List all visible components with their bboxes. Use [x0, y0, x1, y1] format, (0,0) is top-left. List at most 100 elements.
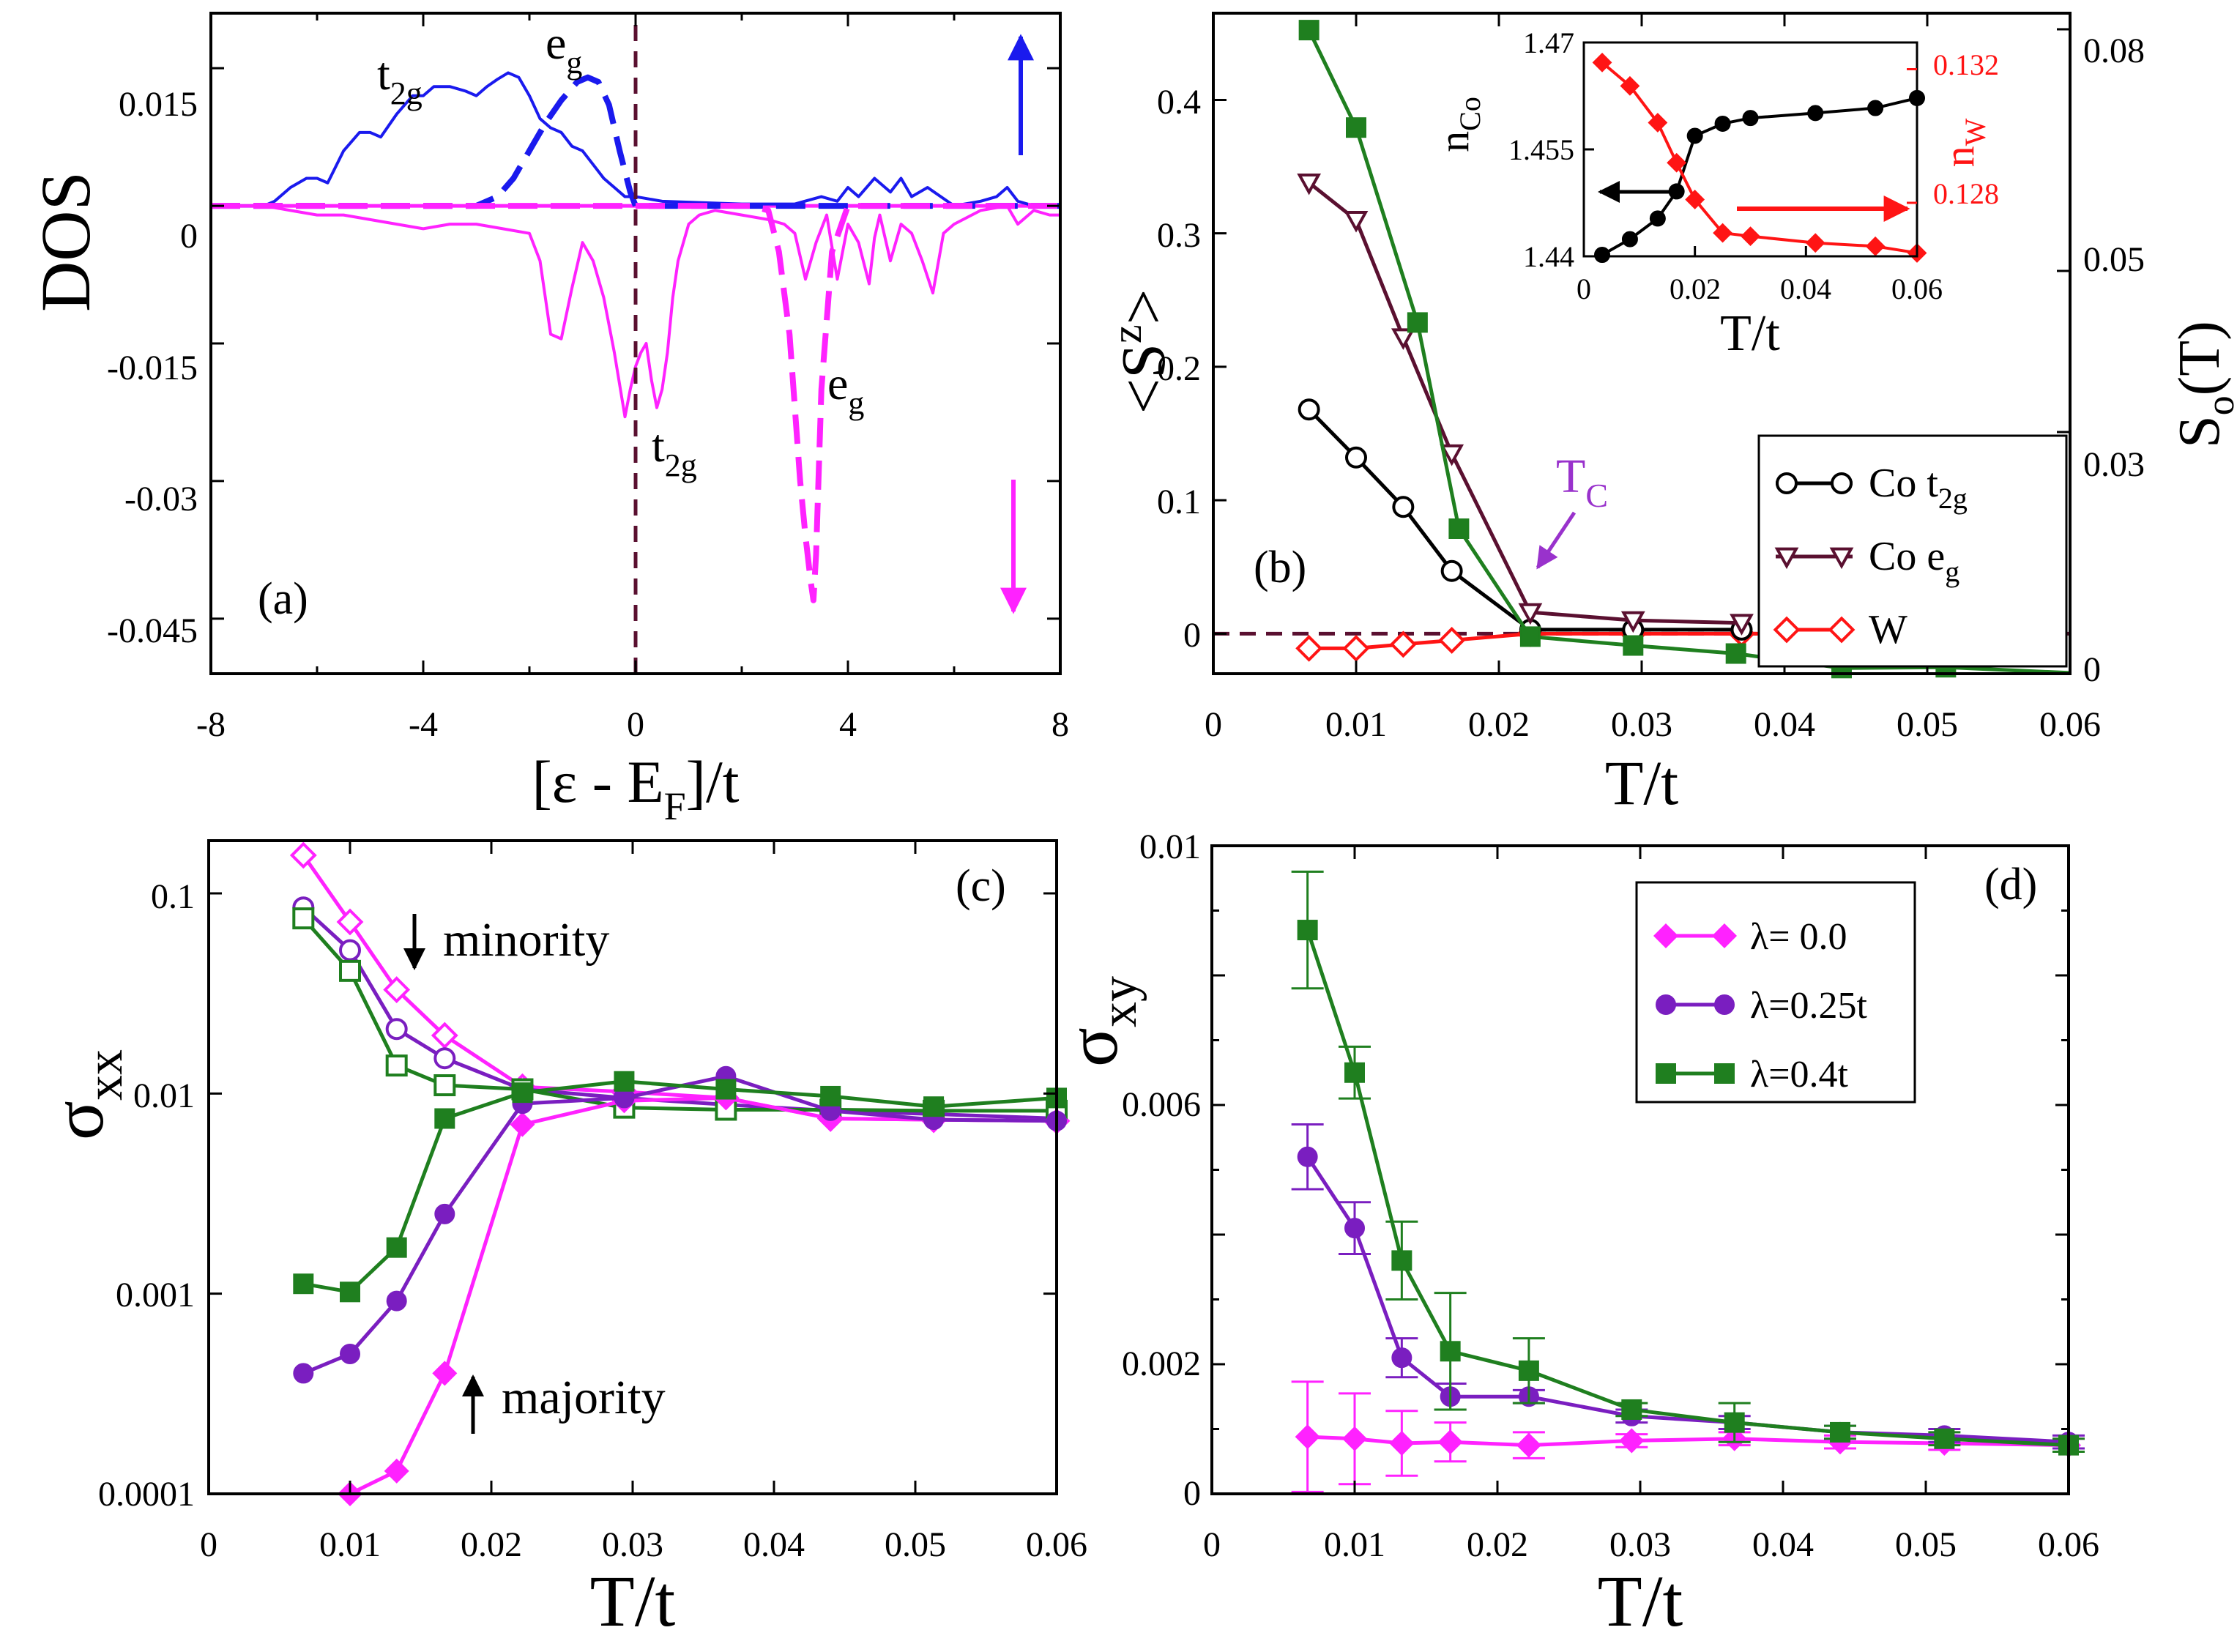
panel-a-xtick-1: -4	[409, 705, 438, 744]
panel-b-inset: 0 0.02 0.04 0.06 1.47 1.455 1.44 0.132 0…	[1430, 26, 1999, 362]
panel-b-inset-ytick-0: 1.47	[1523, 26, 1574, 59]
panel-d-label: (d)	[1984, 860, 2037, 909]
panel-d-xtick-5: 0.05	[1895, 1525, 1957, 1564]
panel-b-inset-xtick-1: 0.02	[1670, 272, 1721, 305]
panel-d-legend-marker-b-1	[1714, 994, 1735, 1015]
panel-b-ytick-0: 0	[1183, 616, 1201, 655]
panel-d-point-2-8	[1934, 1428, 1955, 1449]
panel-d-point-1-2	[1391, 1347, 1412, 1369]
panel-d-point-0-1	[1341, 1426, 1368, 1451]
panel-b-inset-point-1-1	[1620, 75, 1640, 96]
panel-d-legend-box	[1635, 881, 1916, 1104]
panel-b-point-1-5	[1620, 611, 1645, 633]
panel-b-xtick-4: 0.04	[1754, 705, 1815, 744]
panel-d-xtick-6: 0.06	[2038, 1525, 2099, 1564]
panel-b-inset-point-0-1	[1621, 231, 1638, 248]
panel-c-point-3-1	[384, 1458, 409, 1484]
panel-b-point-1-6	[1730, 614, 1754, 636]
panel-b-ytick-right-0: 0.08	[2083, 31, 2145, 70]
panel-b-inset-xtick-3: 0.06	[1891, 272, 1943, 305]
panel-a-dos: -8 -4 0 4 8 0.015 0 -0.015 -0.03 -0.045 …	[26, 12, 1069, 828]
panel-a-ytick-1: 0	[180, 217, 198, 256]
panel-d-sigma-xy: 0 0.01 0.02 0.03 0.04 0.05 0.06 0.01 0.0…	[1051, 827, 2099, 1642]
panel-d-point-2-4	[1518, 1360, 1539, 1381]
panel-a-ylabel: DOS	[26, 171, 105, 312]
panel-c-point-1-3	[433, 1047, 456, 1070]
panel-a-xlabel: [ε - EF]/t	[532, 748, 739, 828]
panel-d-point-0-2	[1389, 1430, 1415, 1456]
panel-b-point-1-4	[1518, 603, 1543, 625]
panel-b-legend-marker-b-1	[1829, 547, 1854, 570]
panel-b-legend-marker-a-1	[1774, 547, 1799, 570]
panel-d-ytick-1: 0.006	[1122, 1085, 1201, 1124]
panel-a-series-3	[211, 203, 1060, 603]
panel-d-point-1-0	[1297, 1146, 1318, 1167]
panel-d-xtick-3: 0.03	[1609, 1525, 1671, 1564]
panel-b-plot-area	[1213, 20, 2071, 679]
panel-b-legend-co-eg: Co eg	[1869, 534, 1959, 588]
panel-c-ytick-3: 0.0001	[98, 1475, 195, 1514]
panel-b-inset-point-1-2	[1648, 113, 1668, 133]
panel-c-point-2-0	[292, 907, 315, 930]
panel-a-xtick-4: 8	[1051, 705, 1069, 744]
panel-c-point-3-2	[432, 1361, 458, 1386]
panel-b-ylabel-right: So(T)	[2167, 321, 2237, 448]
panel-b-legend-marker-b-0	[1831, 472, 1853, 494]
panel-b-point-3-2	[1407, 312, 1428, 333]
panel-d-legend-lambda-04: λ=0.4t	[1750, 1054, 1849, 1095]
panel-a-eg-down: eg	[827, 357, 864, 421]
panel-b-inset-xtick-2: 0.04	[1780, 272, 1831, 305]
panel-b-tc-label: TC	[1556, 450, 1608, 514]
panel-d-point-0-3	[1437, 1429, 1463, 1455]
panel-c-point-4-1	[340, 1343, 360, 1364]
panel-c-ytick-2: 0.001	[116, 1276, 195, 1314]
panel-a-ytick-3: -0.03	[124, 480, 198, 518]
panel-c-ticks	[207, 841, 1058, 1495]
panel-b-inset-ylabel: nCo	[1430, 97, 1486, 152]
panel-b-series-line-0	[1307, 408, 1742, 632]
panel-d-legend-marks	[1653, 923, 1738, 1084]
panel-d-legend-marker-b-2	[1714, 1063, 1735, 1084]
panel-c-point-2-3	[433, 1074, 456, 1097]
panel-b-inset-point-1-7	[1805, 233, 1825, 253]
panel-c-point-5-7	[820, 1085, 841, 1106]
panel-c-point-4-0	[293, 1363, 314, 1384]
panel-d-legend-marker-b-0	[1711, 923, 1738, 949]
panel-c-xtick-5: 0.05	[885, 1525, 946, 1564]
panel-c-point-2-1	[339, 959, 361, 982]
panel-b-inset-point-0-4	[1686, 127, 1703, 144]
panel-a-ytick-2: -0.015	[107, 349, 198, 387]
panel-d-plot-area	[1291, 870, 2085, 1493]
panel-b-label: (b)	[1254, 543, 1306, 592]
panel-a-series-1	[211, 74, 1060, 209]
panel-a-xtick-0: -8	[196, 705, 226, 744]
panel-b-point-0-1	[1345, 446, 1367, 469]
panel-b-inset-point-0-6	[1742, 110, 1759, 127]
panel-b-ytick-right-1: 0.05	[2083, 240, 2145, 279]
panel-c-point-5-5	[614, 1071, 635, 1092]
panel-d-point-2-6	[1724, 1412, 1745, 1433]
panel-b-inset-point-0-7	[1807, 105, 1824, 122]
panel-d-point-1-1	[1344, 1218, 1365, 1239]
panel-b-series-line-3	[1307, 29, 2071, 675]
panel-b-inset-point-1-5	[1713, 223, 1732, 243]
panel-b-inset-ytick-right-0: 0.132	[1933, 48, 1999, 81]
panel-c-series-line-2	[302, 917, 1057, 1113]
panel-d-point-0-0	[1295, 1424, 1320, 1450]
panel-b-ytick-3: 0.3	[1157, 216, 1201, 255]
panel-c-xtick-0: 0	[200, 1525, 217, 1564]
panel-b-point-1-3	[1440, 444, 1464, 466]
panel-d-xtick-2: 0.02	[1467, 1525, 1528, 1564]
panel-b-ytick-2: 0.2	[1157, 349, 1201, 388]
panel-d-legend-marker-a-1	[1656, 994, 1676, 1015]
panel-d-legend-lambda-0: λ= 0.0	[1750, 916, 1847, 958]
panel-b-legend-marker-a-0	[1776, 472, 1798, 494]
panel-c-series-line-1	[302, 906, 1057, 1120]
panel-b-xtick-2: 0.02	[1468, 705, 1530, 744]
panel-d-ytick-2: 0.002	[1122, 1344, 1201, 1383]
panel-c-point-1-1	[339, 939, 361, 961]
panel-d-legend-marker-a-0	[1653, 923, 1679, 949]
panel-c-xtick-4: 0.04	[743, 1525, 805, 1564]
panel-a-t2g-up: t2g	[377, 48, 423, 111]
